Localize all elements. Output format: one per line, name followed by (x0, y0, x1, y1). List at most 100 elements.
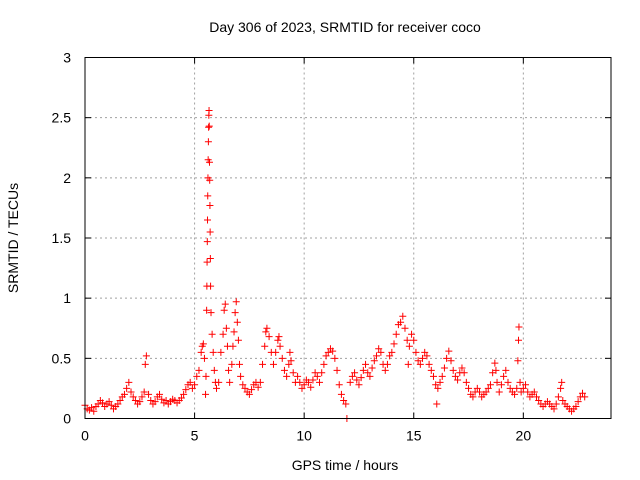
data-point (162, 396, 170, 404)
data-point (320, 360, 328, 368)
data-point (276, 342, 284, 350)
data-point (515, 323, 523, 331)
data-point (574, 398, 582, 406)
data-point (241, 384, 249, 392)
data-point (142, 352, 150, 360)
data-point (217, 348, 225, 356)
data-point (158, 395, 166, 403)
data-point (340, 396, 348, 404)
data-point (205, 123, 213, 131)
data-point (432, 381, 440, 389)
data-point (195, 366, 203, 374)
data-point (412, 348, 420, 356)
data-point (318, 369, 326, 377)
points-layer (81, 106, 589, 422)
data-point (405, 342, 413, 350)
data-point (262, 328, 270, 336)
data-point (324, 348, 332, 356)
data-point (156, 390, 164, 398)
data-point (386, 352, 394, 360)
data-point (294, 372, 302, 380)
data-point (205, 158, 213, 166)
data-point (331, 354, 339, 362)
data-point (519, 384, 527, 392)
data-point (579, 389, 587, 397)
data-point (203, 238, 211, 246)
data-point (204, 216, 212, 224)
data-point (414, 357, 422, 365)
data-point (516, 378, 524, 386)
data-point (513, 384, 521, 392)
data-point (307, 383, 315, 391)
data-point (269, 360, 277, 368)
data-point (205, 122, 213, 130)
data-point (329, 347, 337, 355)
data-point (145, 390, 153, 398)
data-point (261, 342, 269, 350)
data-point (116, 396, 124, 404)
y-tick-label: 0.5 (52, 350, 72, 366)
data-point (469, 393, 477, 401)
data-point (316, 378, 324, 386)
y-tick-label: 0 (63, 411, 71, 427)
y-tick-label: 1 (63, 290, 71, 306)
data-point (425, 360, 433, 368)
data-point (558, 378, 566, 386)
data-point (447, 357, 455, 365)
data-point (177, 394, 185, 402)
data-point (532, 393, 540, 401)
grid-layer (85, 57, 611, 419)
data-point (506, 384, 514, 392)
data-point (557, 384, 565, 392)
data-point (377, 348, 385, 356)
data-point (492, 366, 500, 374)
data-point (230, 328, 238, 336)
data-point (322, 352, 330, 360)
data-point (514, 357, 522, 365)
data-point (141, 360, 149, 368)
data-point (203, 306, 211, 314)
data-point (203, 258, 211, 266)
data-point (410, 336, 418, 344)
data-point (460, 369, 468, 377)
data-point (433, 400, 441, 408)
x-tick-label: 10 (296, 428, 312, 444)
data-point (90, 407, 98, 415)
data-point (399, 312, 407, 320)
data-point (225, 366, 233, 374)
data-point (465, 384, 473, 392)
data-point (550, 405, 558, 413)
data-point (309, 376, 317, 384)
y-tick-label: 1.5 (52, 230, 72, 246)
data-point (362, 360, 370, 368)
data-point (436, 378, 444, 386)
data-point (263, 324, 271, 332)
data-point (559, 396, 567, 404)
data-point (151, 398, 159, 406)
data-point (515, 336, 523, 344)
data-point (265, 333, 273, 341)
data-point (397, 318, 405, 326)
x-tick-label: 20 (516, 428, 532, 444)
data-point (368, 364, 376, 372)
y-tick-label: 2 (63, 170, 71, 186)
y-axis-label: SRMTID / TECUs (5, 183, 21, 293)
data-point (221, 300, 229, 308)
data-point (427, 366, 435, 374)
data-point (222, 324, 230, 332)
data-point (348, 372, 356, 380)
x-tick-label: 5 (191, 428, 199, 444)
data-point (197, 348, 205, 356)
data-point (206, 254, 214, 262)
data-point (94, 400, 102, 408)
data-point (275, 333, 283, 341)
data-point (204, 192, 212, 200)
data-point (438, 372, 446, 380)
data-point (484, 384, 492, 392)
data-point (421, 348, 429, 356)
data-point (449, 366, 457, 374)
data-point (206, 176, 214, 184)
data-point (274, 336, 282, 344)
ticks-layer: 0 5 10 15 20 0 0.5 1 1.5 2 2.5 3 (52, 50, 611, 444)
